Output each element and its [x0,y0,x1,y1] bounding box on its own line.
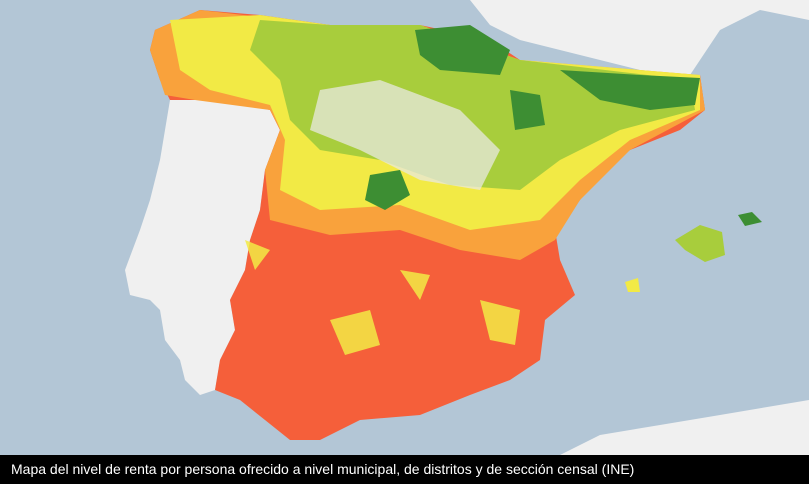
africa-land [560,400,809,455]
region-dark-green [365,25,700,210]
income-map [125,0,809,455]
ibiza [625,278,640,292]
portugal-land [125,100,280,395]
menorca [738,212,762,226]
mallorca [675,225,725,262]
region-grey-central [310,80,500,190]
france-land [470,0,809,75]
map-caption: Mapa del nivel de renta por persona ofre… [0,455,809,484]
